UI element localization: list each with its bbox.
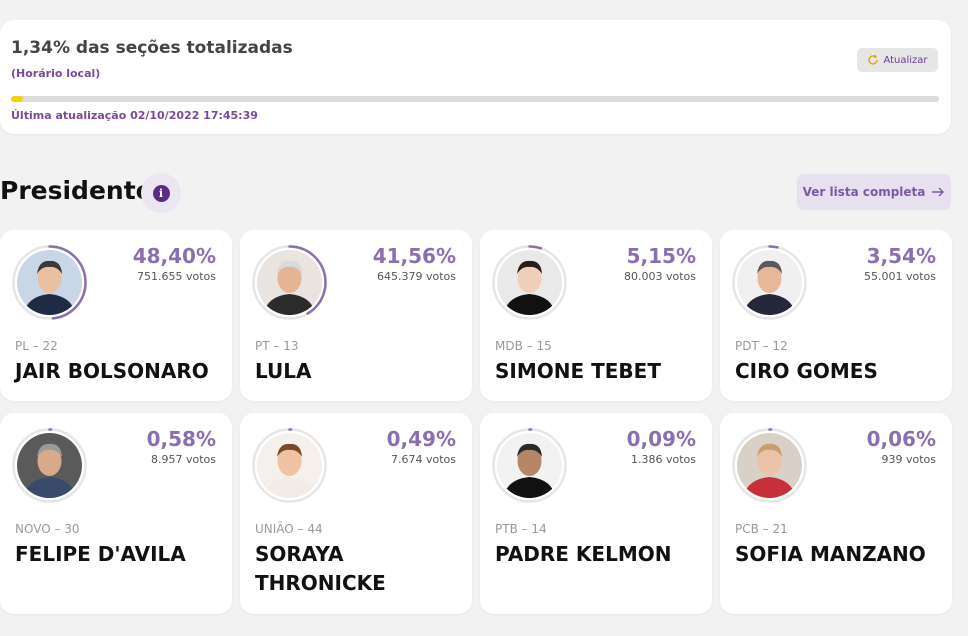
candidate-name: JAIR BOLSONARO [15,359,209,383]
party-number: PDT – 12 [735,339,788,353]
vote-percentage: 41,56% [372,244,456,268]
party-number: PTB – 14 [495,522,547,536]
candidate-card[interactable]: 0,58% 8.957 votos NOVO – 30 FELIPE D'AVI… [0,413,232,614]
candidate-name: SIMONE TEBET [495,359,661,383]
refresh-icon [868,54,879,65]
vote-share-ring [252,428,327,503]
arrow-right-icon [932,187,945,197]
vote-count: 8.957 votos [150,453,216,466]
vote-percentage: 48,40% [132,244,216,268]
candidate-name: PADRE KELMON [495,542,672,566]
vote-count: 55.001 votos [864,270,936,283]
vote-count: 751.655 votos [137,270,216,283]
refresh-button[interactable]: Atualizar [857,48,938,72]
local-time-note: (Horário local) [11,67,101,80]
vote-count: 80.003 votos [624,270,696,283]
candidate-card[interactable]: 0,09% 1.386 votos PTB – 14 PADRE KELMON [480,413,712,614]
candidate-name: SORAYA THRONICKE [255,542,386,595]
party-number: PCB – 21 [735,522,788,536]
vote-count: 939 votos [881,453,936,466]
candidate-card[interactable]: 3,54% 55.001 votos PDT – 12 CIRO GOMES [720,230,952,401]
vote-share-ring [492,245,567,320]
candidate-name: SOFIA MANZANO [735,542,926,566]
candidate-photo [257,250,322,315]
totalization-title: 1,34% das seções totalizadas [11,38,293,58]
party-number: PL – 22 [15,339,58,353]
candidate-photo [497,250,562,315]
totalization-status-card: 1,34% das seções totalizadas (Horário lo… [0,20,951,134]
vote-count: 7.674 votos [390,453,456,466]
vote-share-ring [12,428,87,503]
party-number: PT – 13 [255,339,299,353]
vote-share-ring [492,428,567,503]
candidate-card[interactable]: 0,06% 939 votos PCB – 21 SOFIA MANZANO [720,413,952,614]
candidate-photo [737,433,802,498]
info-button[interactable]: i [141,173,181,213]
candidate-photo [257,433,322,498]
candidate-photo [497,433,562,498]
vote-count: 1.386 votos [630,453,696,466]
candidate-card[interactable]: 48,40% 751.655 votos PL – 22 JAIR BOLSON… [0,230,232,401]
section-title: Presidente [0,176,153,205]
last-update-timestamp: Última atualização 02/10/2022 17:45:39 [11,109,258,122]
totalization-progress-fill [11,96,24,102]
vote-percentage: 5,15% [626,244,696,268]
vote-count: 645.379 votos [377,270,456,283]
candidate-photo [17,433,82,498]
candidate-photo [17,250,82,315]
candidate-card[interactable]: 5,15% 80.003 votos MDB – 15 SIMONE TEBET [480,230,712,401]
vote-share-ring [252,245,327,320]
vote-share-ring [732,245,807,320]
candidate-name: CIRO GOMES [735,359,878,383]
party-number: NOVO – 30 [15,522,80,536]
party-number: UNIÃO – 44 [255,522,323,536]
candidate-name: LULA [255,359,312,383]
refresh-label: Atualizar [883,54,928,66]
vote-percentage: 0,49% [386,427,456,451]
vote-share-ring [12,245,87,320]
vote-percentage: 3,54% [866,244,936,268]
vote-percentage: 0,58% [146,427,216,451]
full-list-label: Ver lista completa [802,185,926,199]
full-list-button[interactable]: Ver lista completa [797,174,951,210]
vote-share-ring [732,428,807,503]
totalization-progress-bar [11,96,939,102]
candidate-card[interactable]: 41,56% 645.379 votos PT – 13 LULA [240,230,472,401]
party-number: MDB – 15 [495,339,552,353]
candidate-photo [737,250,802,315]
vote-percentage: 0,09% [626,427,696,451]
vote-percentage: 0,06% [866,427,936,451]
candidate-card[interactable]: 0,49% 7.674 votos UNIÃO – 44 SORAYA THRO… [240,413,472,614]
candidate-name: FELIPE D'AVILA [15,542,186,566]
info-icon: i [152,184,170,202]
